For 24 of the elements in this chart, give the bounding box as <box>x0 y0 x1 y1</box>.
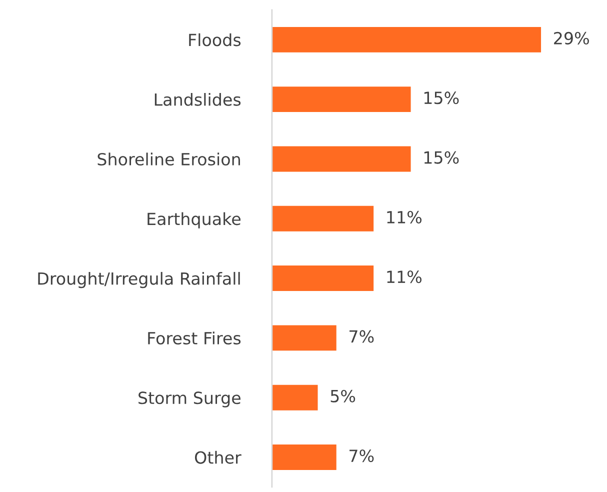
data-label: 11% <box>387 210 422 224</box>
data-label: 5% <box>330 390 356 402</box>
data-label: 7% <box>350 330 374 343</box>
data-label: 15% <box>424 151 459 164</box>
y-tick-label: Drought/Irregula Rainfall <box>38 272 240 288</box>
data-label: 11% <box>387 270 422 284</box>
bar <box>272 144 412 174</box>
bar <box>272 85 412 114</box>
data-label: 7% <box>350 449 374 462</box>
y-tick-label: Other <box>194 450 242 464</box>
bar <box>272 264 375 292</box>
y-tick-label: Forest Fires <box>148 332 241 345</box>
data-label: 15% <box>424 92 459 104</box>
bar <box>272 443 338 472</box>
bar <box>272 26 542 54</box>
y-tick-label: Earthquake <box>148 212 240 228</box>
bar <box>272 324 338 352</box>
y-tick-label: Landslides <box>154 92 241 106</box>
data-label: 29% <box>554 32 589 45</box>
bar <box>272 204 375 233</box>
bar <box>272 383 320 412</box>
y-tick-label: Floods <box>189 33 241 46</box>
y-tick-label: Shoreline Erosion <box>98 152 240 166</box>
y-tick-label: Storm Surge <box>138 392 240 408</box>
